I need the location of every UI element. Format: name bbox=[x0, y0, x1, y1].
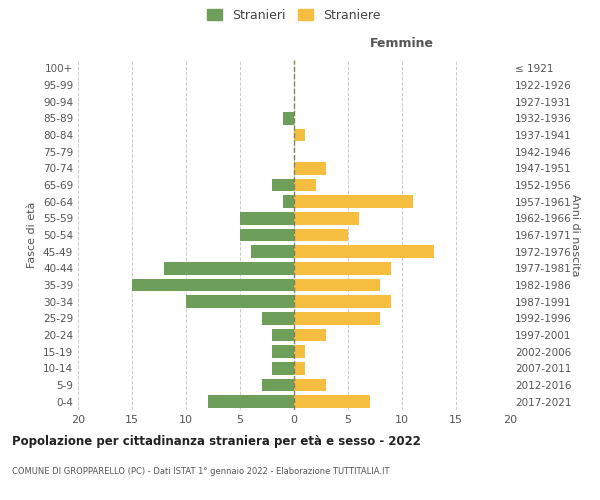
Bar bbox=[294, 262, 391, 274]
Bar bbox=[251, 246, 294, 258]
Bar bbox=[294, 396, 370, 408]
Bar bbox=[294, 296, 391, 308]
Bar bbox=[294, 179, 316, 191]
Bar bbox=[132, 279, 294, 291]
Bar bbox=[294, 229, 348, 241]
Bar bbox=[294, 246, 434, 258]
Bar bbox=[294, 196, 413, 208]
Bar bbox=[283, 196, 294, 208]
Bar bbox=[294, 362, 305, 374]
Bar bbox=[208, 396, 294, 408]
Bar bbox=[272, 362, 294, 374]
Bar bbox=[294, 329, 326, 341]
Text: Femmine: Femmine bbox=[370, 36, 434, 50]
Bar bbox=[272, 179, 294, 191]
Bar bbox=[294, 128, 305, 141]
Legend: Stranieri, Straniere: Stranieri, Straniere bbox=[207, 8, 381, 22]
Bar bbox=[186, 296, 294, 308]
Bar bbox=[294, 312, 380, 324]
Text: COMUNE DI GROPPARELLO (PC) - Dati ISTAT 1° gennaio 2022 - Elaborazione TUTTITALI: COMUNE DI GROPPARELLO (PC) - Dati ISTAT … bbox=[12, 468, 389, 476]
Bar bbox=[283, 112, 294, 124]
Bar bbox=[294, 212, 359, 224]
Bar bbox=[294, 379, 326, 391]
Bar bbox=[272, 329, 294, 341]
Y-axis label: Fasce di età: Fasce di età bbox=[28, 202, 37, 268]
Bar bbox=[164, 262, 294, 274]
Bar bbox=[240, 229, 294, 241]
Bar bbox=[262, 312, 294, 324]
Bar bbox=[272, 346, 294, 358]
Bar bbox=[294, 279, 380, 291]
Y-axis label: Anni di nascita: Anni di nascita bbox=[570, 194, 580, 276]
Bar bbox=[294, 162, 326, 174]
Bar bbox=[240, 212, 294, 224]
Text: Popolazione per cittadinanza straniera per età e sesso - 2022: Popolazione per cittadinanza straniera p… bbox=[12, 435, 421, 448]
Bar bbox=[294, 346, 305, 358]
Bar bbox=[262, 379, 294, 391]
